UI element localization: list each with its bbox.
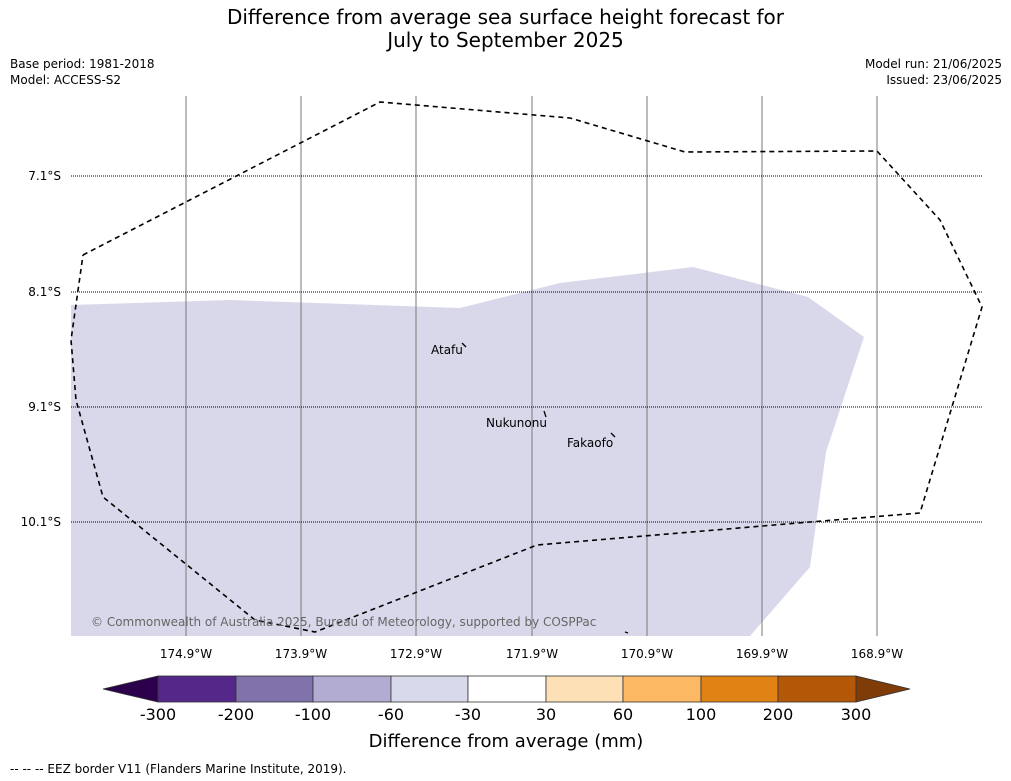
place-label-atafu: Atafu: [431, 343, 463, 357]
title-line-2: July to September 2025: [387, 28, 624, 52]
lat-label: 9.1°S: [28, 400, 61, 414]
issued-text: Issued: 23/06/2025: [886, 73, 1002, 87]
colorbar: [102, 675, 911, 703]
lat-label: 10.1°S: [21, 515, 61, 529]
model-run-text: Model run: 21/06/2025: [864, 57, 1002, 71]
colorbar-tick: -30: [455, 705, 481, 724]
colorbar-segment: [777, 675, 857, 703]
lon-label: 168.9°W: [851, 647, 903, 661]
colorbar-tick: -100: [295, 705, 331, 724]
colorbar-segment: [622, 675, 702, 703]
info-left: Base period: 1981-2018 Model: ACCESS-S2: [10, 56, 155, 88]
lon-label: 174.9°W: [160, 647, 212, 661]
base-period-text: Base period: 1981-2018: [10, 57, 155, 71]
colorbar-extend-high: [855, 675, 911, 703]
place-label-fakaofo: Fakaofo: [567, 436, 613, 450]
colorbar-tick: 100: [686, 705, 717, 724]
island-shapes: [461, 342, 629, 634]
lon-label: 171.9°W: [506, 647, 558, 661]
colorbar-segment: [390, 675, 469, 703]
info-right: Model run: 21/06/2025 Issued: 23/06/2025: [865, 56, 1002, 88]
model-text: Model: ACCESS-S2: [10, 73, 122, 87]
colorbar-tick: -200: [218, 705, 254, 724]
colorbar-segment: [157, 675, 237, 703]
colorbar-segment: [545, 675, 624, 703]
place-label-nukunonu: Nukunonu: [486, 416, 547, 430]
lat-label: 7.1°S: [28, 169, 61, 183]
fakaofo-island: [610, 432, 616, 438]
colorbar-tick: 200: [763, 705, 794, 724]
atafu-island: [461, 342, 467, 348]
lon-label: 173.9°W: [275, 647, 327, 661]
colorbar-segment: [235, 675, 314, 703]
colorbar-segment: [312, 675, 392, 703]
colorbar-tick: 30: [536, 705, 556, 724]
copyright-text: © Commonwealth of Australia 2025, Bureau…: [91, 615, 596, 629]
nukunonu-island: [543, 410, 547, 418]
anomaly-region: [71, 267, 864, 636]
map-title: Difference from average sea surface heig…: [0, 6, 1011, 52]
colorbar-segment: [700, 675, 779, 703]
colorbar-tick: 300: [841, 705, 872, 724]
swains-island: [624, 631, 629, 634]
colorbar-segment: [467, 675, 547, 703]
lat-label: 8.1°S: [28, 285, 61, 299]
eez-border: [70, 101, 983, 633]
longitude-gridlines: [185, 96, 878, 636]
colorbar-label: Difference from average (mm): [369, 731, 644, 752]
eez-footnote: -- -- -- EEZ border V11 (Flanders Marine…: [10, 762, 347, 776]
colorbar-tick: -300: [140, 705, 176, 724]
lon-label: 172.9°W: [390, 647, 442, 661]
lon-label: 169.9°W: [736, 647, 788, 661]
colorbar-tick: -60: [378, 705, 404, 724]
colorbar-extend-low: [102, 675, 159, 703]
lon-label: 170.9°W: [621, 647, 673, 661]
colorbar-tick: 60: [613, 705, 633, 724]
title-line-1: Difference from average sea surface heig…: [226, 5, 785, 29]
